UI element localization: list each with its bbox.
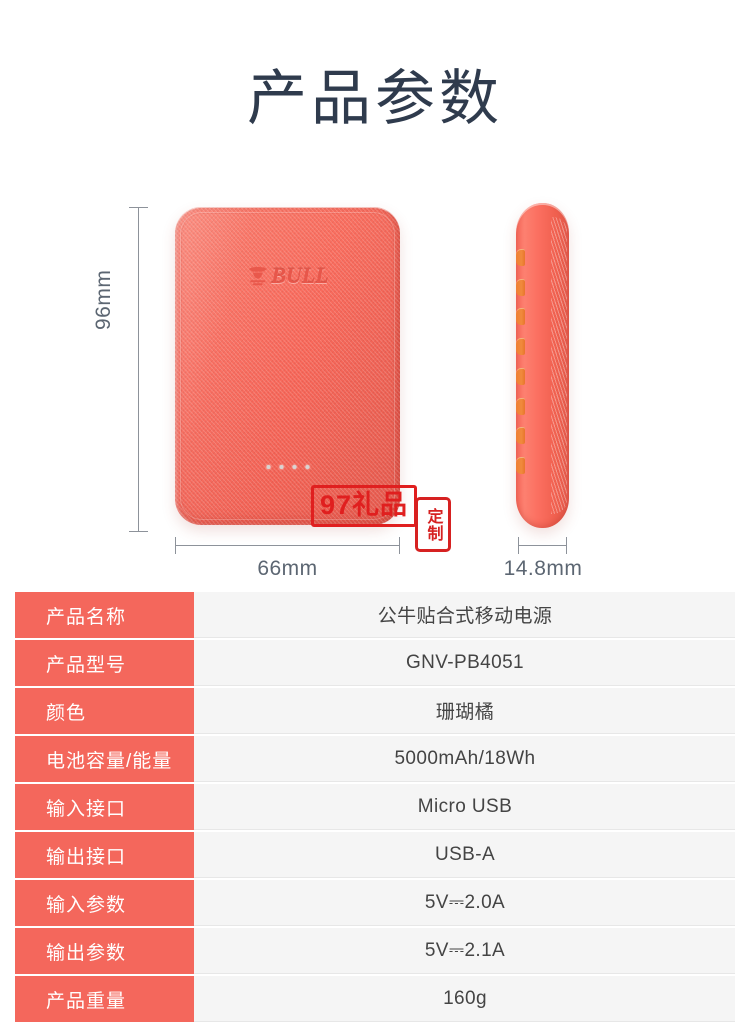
side-tab bbox=[516, 308, 525, 326]
spec-table: 公牛贴合式移动电源 产品名称 GNV-PB4051 产品型号 珊瑚橘 颜色 5000mAh/… bbox=[0, 592, 750, 1024]
side-tab bbox=[516, 367, 525, 385]
table-row: 5000mAh/18Wh 电池容量/能量 bbox=[0, 736, 750, 784]
led-dot bbox=[279, 465, 283, 469]
dimension-line-thickness bbox=[518, 537, 567, 554]
product-side-tab-group bbox=[516, 249, 525, 474]
dimension-cap-left bbox=[518, 537, 519, 554]
table-row: 5V⎓2.1A 输出参数 bbox=[0, 928, 750, 976]
product-bezel-rim bbox=[180, 212, 395, 520]
side-tab bbox=[516, 397, 525, 415]
dimension-cap-bottom bbox=[129, 531, 148, 532]
watermark-badge: 97礼品 bbox=[311, 485, 418, 527]
side-tab bbox=[516, 456, 525, 474]
spec-label: 输入参数 bbox=[15, 880, 194, 926]
spec-label: 电池容量/能量 bbox=[15, 736, 194, 782]
side-tab bbox=[516, 427, 525, 445]
dimension-line-width bbox=[175, 537, 400, 554]
dimension-label-width: 66mm bbox=[257, 557, 318, 580]
side-tab bbox=[516, 338, 525, 356]
table-row: 160g 产品重量 bbox=[0, 976, 750, 1024]
brand-logo: BULL bbox=[246, 263, 329, 289]
led-dot bbox=[292, 465, 296, 469]
spec-label: 输入接口 bbox=[15, 784, 194, 830]
dimension-cap-right bbox=[566, 537, 567, 554]
table-row: 珊瑚橘 颜色 bbox=[0, 688, 750, 736]
side-tab bbox=[516, 278, 525, 296]
led-dot bbox=[266, 465, 270, 469]
dimension-cap-top bbox=[129, 207, 148, 208]
brand-logo-text: BULL bbox=[271, 263, 329, 288]
product-side-ribs bbox=[551, 217, 567, 514]
table-row: 5V⎓2.0A 输入参数 bbox=[0, 880, 750, 928]
led-indicator-group bbox=[266, 465, 309, 469]
side-tab bbox=[516, 249, 525, 266]
product-figure: 96mm BULL 66mm bbox=[92, 203, 583, 580]
product-side-view bbox=[516, 203, 569, 528]
table-row: Micro USB 输入接口 bbox=[0, 784, 750, 832]
led-dot bbox=[305, 465, 309, 469]
watermark-seal: 定制 bbox=[415, 497, 451, 552]
dimension-label-thickness: 14.8mm bbox=[503, 557, 583, 580]
spec-label: 颜色 bbox=[15, 688, 194, 734]
spec-label: 产品名称 bbox=[15, 592, 194, 638]
dimension-cap-left bbox=[175, 537, 176, 554]
table-row: 公牛贴合式移动电源 产品名称 bbox=[0, 592, 750, 640]
table-row: GNV-PB4051 产品型号 bbox=[0, 640, 750, 688]
spec-label: 输出参数 bbox=[15, 928, 194, 974]
spec-label: 输出接口 bbox=[15, 832, 194, 878]
bull-head-icon bbox=[248, 267, 267, 286]
dimension-label-height: 96mm bbox=[92, 269, 115, 330]
page-title: 产品参数 bbox=[247, 65, 503, 132]
product-front-view: BULL bbox=[175, 207, 400, 525]
dimension-cap-right bbox=[399, 537, 400, 554]
table-row: USB-A 输出接口 bbox=[0, 832, 750, 880]
spec-label: 产品型号 bbox=[15, 640, 194, 686]
spec-label: 产品重量 bbox=[15, 976, 194, 1022]
dimension-line-height bbox=[129, 207, 148, 532]
product-surface-texture bbox=[175, 207, 400, 525]
